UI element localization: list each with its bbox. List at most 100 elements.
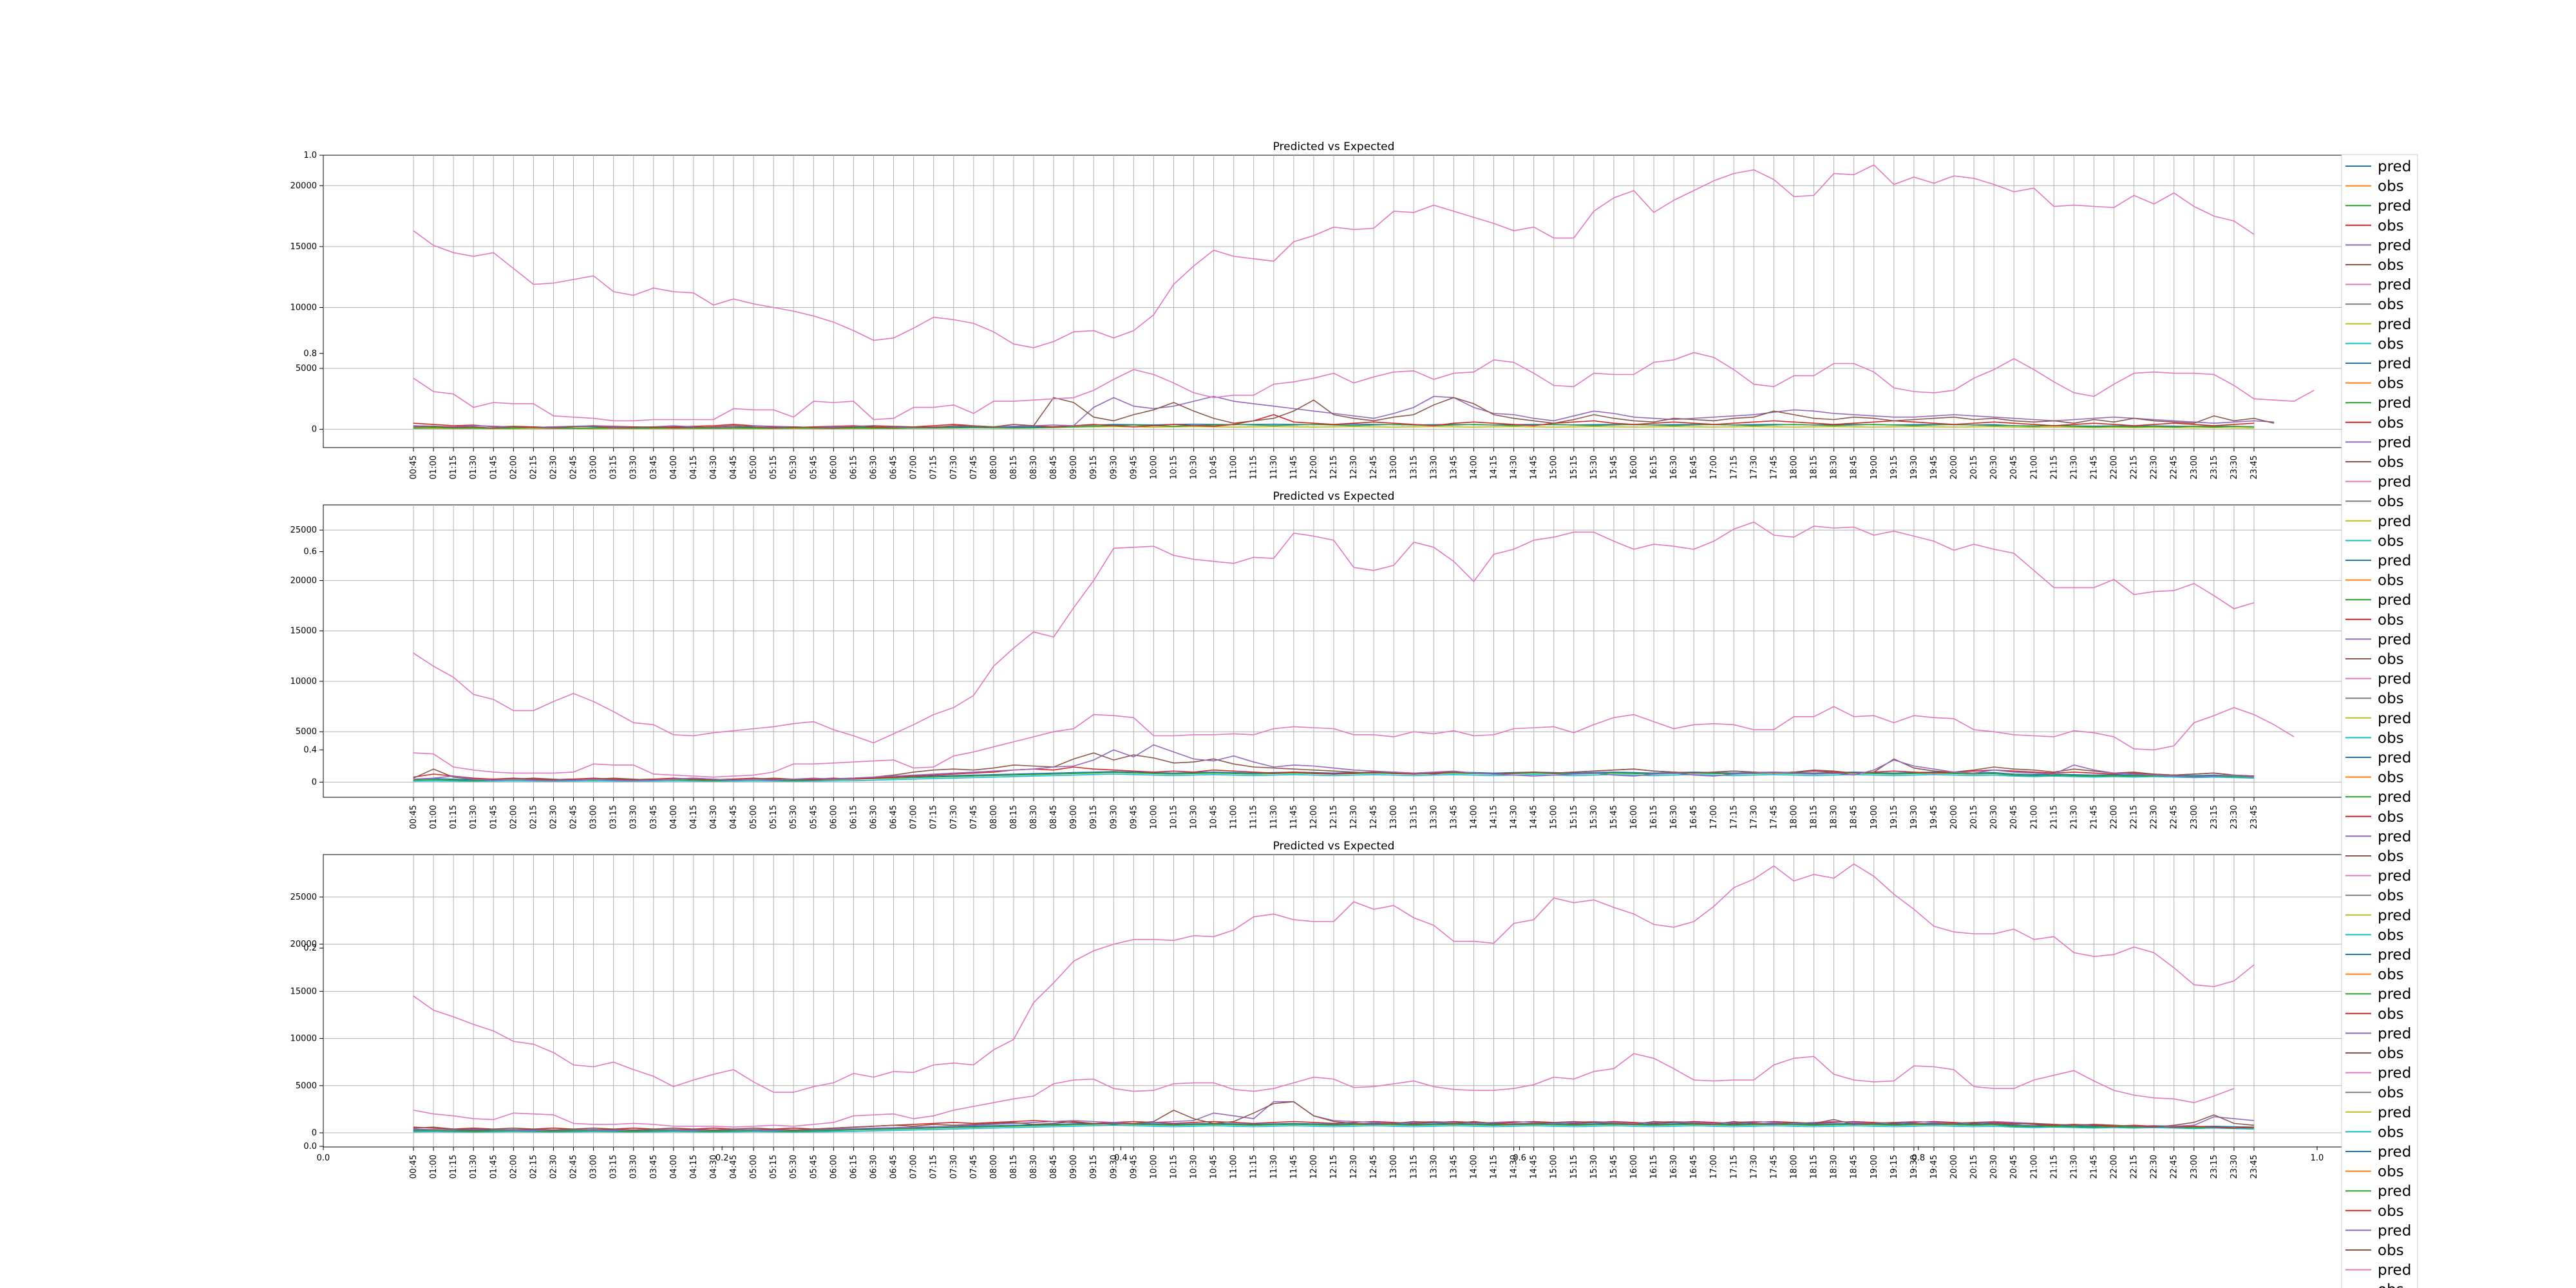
series-line — [413, 773, 2255, 782]
x-tick-label: 15:00 — [1549, 1155, 1559, 1179]
legend-label: obs — [2378, 257, 2404, 274]
x-tick-label: 12:45 — [1369, 805, 1379, 829]
y-tick-label: 10000 — [290, 303, 317, 312]
x-tick-label: 08:45 — [1049, 1155, 1059, 1179]
x-tick-label: 20:45 — [2009, 1155, 2019, 1179]
x-tick-label: 10:15 — [1169, 1155, 1179, 1179]
x-tick-label: 02:30 — [549, 805, 558, 829]
x-tick-label: 19:15 — [1889, 1155, 1899, 1179]
x-tick-label: 18:15 — [1810, 805, 1819, 829]
x-tick-label: 08:00 — [989, 805, 999, 829]
x-tick-label: 21:30 — [2069, 1155, 2079, 1179]
x-tick-label: 20:30 — [1989, 805, 1999, 829]
x-tick-label: 23:15 — [2210, 805, 2219, 829]
chart-title: Predicted vs Expected — [1273, 490, 1395, 503]
legend-label: pred — [2378, 316, 2411, 333]
x-tick-label: 10:00 — [1149, 1155, 1159, 1179]
x-tick-label: 13:00 — [1389, 1155, 1399, 1179]
legend-label: obs — [2378, 296, 2404, 313]
x-tick-label: 06:30 — [869, 1155, 879, 1179]
x-tick-label: 16:45 — [1689, 805, 1699, 829]
x-tick-label: 06:00 — [829, 805, 838, 829]
x-tick-label: 21:45 — [2089, 1155, 2099, 1179]
x-tick-label: 15:45 — [1609, 455, 1619, 479]
x-tick-label: 12:30 — [1349, 805, 1359, 829]
x-tick-label: 08:30 — [1029, 455, 1039, 479]
series-line — [413, 414, 2255, 428]
x-tick-label: 21:30 — [2069, 805, 2079, 829]
x-tick-label: 22:30 — [2150, 1155, 2159, 1179]
x-tick-label: 09:00 — [1069, 455, 1079, 479]
x-tick-label: 20:30 — [1989, 455, 1999, 479]
x-tick-label: 13:15 — [1409, 455, 1419, 479]
legend-label: obs — [2378, 1084, 2404, 1101]
x-tick-label: 07:00 — [909, 1155, 919, 1179]
x-tick-label: 06:30 — [869, 455, 879, 479]
x-tick-label: 12:30 — [1349, 1155, 1359, 1179]
x-tick-label: 16:00 — [1629, 1155, 1639, 1179]
outer-x-tick-label: 0.8 — [1911, 1153, 1925, 1163]
x-tick-label: 04:15 — [689, 805, 699, 829]
x-tick-label: 07:15 — [929, 455, 939, 479]
x-tick-label: 10:45 — [1209, 1155, 1219, 1179]
legend-label: pred — [2378, 868, 2411, 885]
x-tick-label: 05:15 — [769, 805, 779, 829]
x-tick-label: 04:15 — [689, 455, 699, 479]
x-tick-label: 01:30 — [469, 805, 478, 829]
legend-label: obs — [2378, 690, 2404, 707]
legend-label: pred — [2378, 513, 2411, 530]
x-tick-label: 08:45 — [1049, 455, 1059, 479]
x-tick-label: 18:00 — [1790, 805, 1799, 829]
x-tick-label: 09:30 — [1109, 805, 1119, 829]
x-tick-label: 22:45 — [2170, 805, 2179, 829]
legend-label: pred — [2378, 947, 2411, 963]
legend-label: obs — [2378, 493, 2404, 510]
legend-label: obs — [2378, 651, 2404, 668]
x-tick-label: 15:15 — [1569, 455, 1579, 479]
outer-y-tick-label: 0.4 — [303, 745, 317, 755]
x-tick-label: 13:45 — [1449, 805, 1459, 829]
x-tick-label: 16:30 — [1669, 455, 1679, 479]
x-tick-label: 05:45 — [809, 805, 819, 829]
x-tick-label: 17:30 — [1749, 805, 1759, 829]
x-tick-label: 03:45 — [649, 805, 659, 829]
x-tick-label: 06:45 — [889, 455, 899, 479]
y-tick-label: 20000 — [290, 181, 317, 191]
x-tick-label: 03:00 — [589, 1155, 599, 1179]
x-tick-label: 13:30 — [1429, 805, 1439, 829]
x-tick-label: 23:15 — [2210, 455, 2219, 479]
legend-label: obs — [2378, 612, 2404, 629]
y-tick-label: 10000 — [290, 1034, 317, 1044]
x-tick-label: 17:30 — [1749, 1155, 1759, 1179]
x-tick-label: 01:45 — [489, 805, 498, 829]
x-tick-label: 12:15 — [1329, 1155, 1339, 1179]
outer-x-tick-label: 0.4 — [1114, 1153, 1128, 1163]
x-tick-label: 23:45 — [2249, 805, 2259, 829]
x-tick-label: 13:45 — [1449, 455, 1459, 479]
x-tick-label: 06:45 — [889, 805, 899, 829]
x-tick-label: 00:45 — [409, 455, 419, 479]
x-tick-label: 03:15 — [609, 1155, 619, 1179]
outer-x-tick-label: 0.2 — [715, 1153, 729, 1163]
x-tick-label: 06:45 — [889, 1155, 899, 1179]
x-tick-label: 07:45 — [969, 1155, 979, 1179]
x-tick-label: 15:45 — [1609, 805, 1619, 829]
x-tick-label: 19:15 — [1889, 805, 1899, 829]
legend-label: pred — [2378, 1104, 2411, 1121]
x-tick-label: 05:15 — [769, 455, 779, 479]
subplot-1: 00:45 01:00 01:15 01:30 01:45 02:00 02:15 02:30… — [290, 140, 2345, 479]
x-tick-label: 08:00 — [989, 1155, 999, 1179]
x-tick-label: 21:15 — [2049, 805, 2059, 829]
x-tick-label: 03:30 — [629, 1155, 639, 1179]
x-tick-label: 17:00 — [1709, 1155, 1719, 1179]
x-tick-label: 20:00 — [1949, 805, 1959, 829]
x-tick-label: 15:15 — [1569, 1155, 1579, 1179]
legend-label: pred — [2378, 750, 2411, 766]
x-tick-label: 06:15 — [849, 455, 858, 479]
x-tick-label: 12:45 — [1369, 1155, 1379, 1179]
x-tick-label: 06:00 — [829, 1155, 838, 1179]
y-tick-label: 5000 — [296, 1081, 317, 1091]
x-tick-label: 16:45 — [1689, 455, 1699, 479]
x-tick-label: 21:45 — [2089, 455, 2099, 479]
